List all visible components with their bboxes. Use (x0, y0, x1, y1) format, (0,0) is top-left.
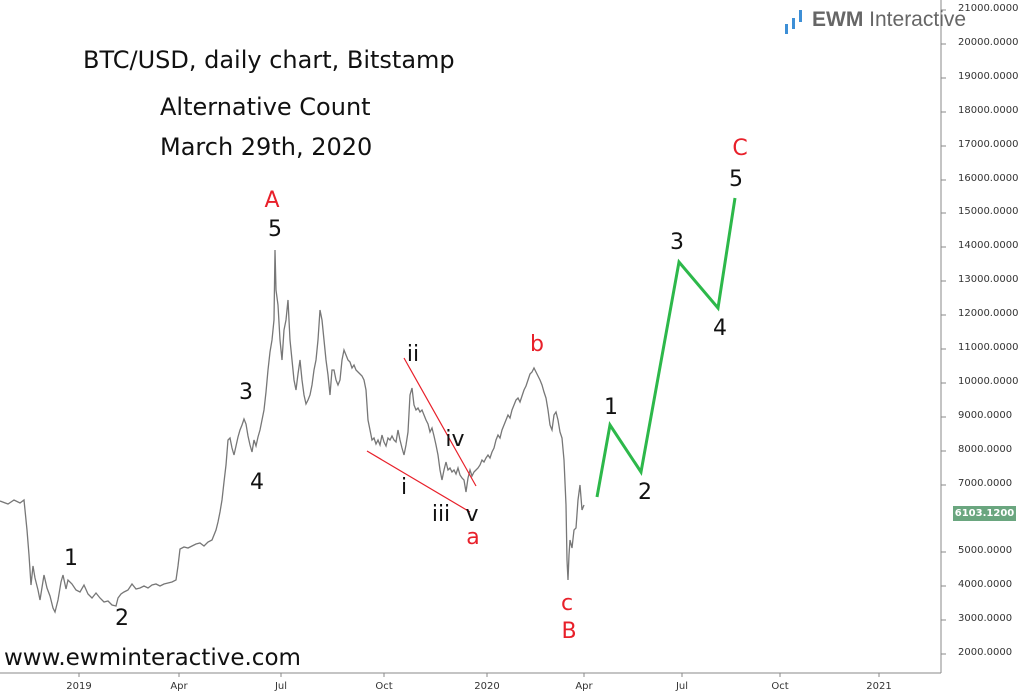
y-tick-label: 14000.0000 (958, 240, 1019, 251)
wave-label: C (732, 136, 748, 161)
wave-label: c (560, 591, 574, 616)
y-tick-label: 2000.0000 (958, 647, 1013, 658)
y-tick-label: 5000.0000 (958, 545, 1013, 556)
wave-label: B (561, 619, 577, 644)
x-tick-label: Oct (375, 681, 393, 692)
wave-label: 3 (670, 230, 684, 255)
y-tick-label: 12000.0000 (958, 308, 1019, 319)
x-axis-ticks (78, 673, 880, 677)
wave-label: ii (406, 342, 420, 367)
chart-subtitle: Alternative Count (160, 93, 371, 121)
wave-label: 1 (604, 395, 618, 420)
wave-label: A (264, 188, 280, 213)
x-tick-label: Oct (771, 681, 789, 692)
bar-chart-logo-icon (785, 10, 802, 34)
wave-label: i (400, 475, 408, 500)
y-tick-label: 13000.0000 (958, 274, 1019, 285)
y-tick-label: 16000.0000 (958, 173, 1019, 184)
website-watermark: www.ewminteractive.com (4, 645, 301, 671)
x-tick-label: 2021 (866, 681, 892, 692)
y-tick-label: 15000.0000 (958, 206, 1019, 217)
wave-label: 1 (64, 546, 78, 571)
y-tick-label: 18000.0000 (958, 105, 1019, 116)
wave-label: 5 (268, 217, 282, 242)
wave-label: b (530, 332, 544, 357)
wave-label: 5 (729, 167, 743, 192)
y-tick-label: 8000.0000 (958, 444, 1013, 455)
lower-trendline (366, 450, 471, 513)
wave-label: a (466, 525, 480, 550)
x-tick-label: 2020 (474, 681, 500, 692)
wave-label: iv (445, 427, 465, 452)
y-tick-label: 11000.0000 (958, 342, 1019, 353)
y-tick-label: 9000.0000 (958, 410, 1013, 421)
logo-text: EWM Interactive (812, 8, 967, 31)
ewm-logo: EWM Interactive (784, 6, 966, 34)
projected-wave-path (595, 197, 737, 498)
x-tick-label: Jul (274, 681, 288, 692)
chart-title: BTC/USD, daily chart, Bitstamp (83, 46, 455, 74)
y-tick-label: 3000.0000 (958, 613, 1013, 624)
wave-label: 2 (638, 480, 652, 505)
wave-label: 4 (250, 470, 264, 495)
wave-label: v (465, 502, 479, 527)
wave-label: 3 (239, 380, 253, 405)
chart-date: March 29th, 2020 (160, 133, 373, 161)
wave-label: 4 (713, 316, 727, 341)
wave-label: iii (431, 502, 451, 527)
y-tick-label: 20000.0000 (958, 37, 1019, 48)
x-tick-label: Jul (675, 681, 689, 692)
y-tick-label: 17000.0000 (958, 139, 1019, 150)
y-tick-label: 7000.0000 (958, 478, 1013, 489)
y-tick-label: 4000.0000 (958, 579, 1013, 590)
y-tick-label: 21000.0000 (958, 3, 1019, 14)
last-price-badge: 6103.1200 (953, 506, 1016, 521)
y-tick-label: 19000.0000 (958, 71, 1019, 82)
wave-label: 2 (115, 606, 129, 631)
x-tick-label: Apr (575, 681, 593, 692)
price-candles (0, 249, 585, 614)
x-tick-label: Apr (170, 681, 188, 692)
upper-trendline (403, 357, 477, 487)
y-tick-label: 10000.0000 (958, 376, 1019, 387)
y-axis-ticks (941, 9, 946, 655)
x-tick-label: 2019 (66, 681, 92, 692)
